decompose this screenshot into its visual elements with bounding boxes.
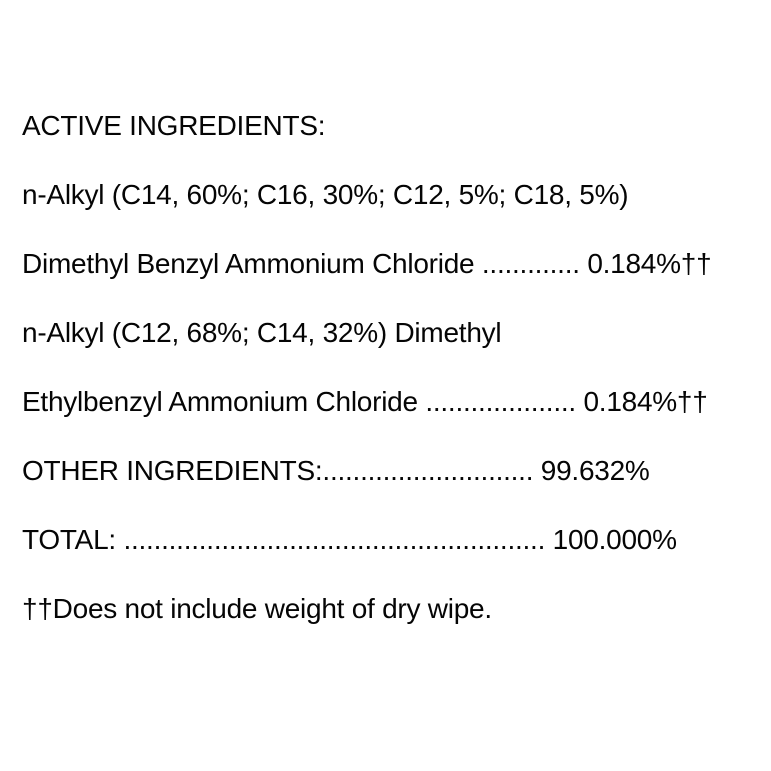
total-line: TOTAL: .................................… — [22, 505, 763, 574]
ingredient-2-value-line: Ethylbenzyl Ammonium Chloride ..........… — [22, 367, 763, 436]
ingredient-1-leader-dots: ............. — [474, 248, 588, 279]
ingredient-1-value-line: Dimethyl Benzyl Ammonium Chloride ......… — [22, 229, 763, 298]
other-ingredients-leader-dots: ............................ — [322, 455, 541, 486]
ingredient-2-leader-dots: .................... — [417, 386, 584, 417]
ingredient-1-name-line-2: Dimethyl Benzyl Ammonium Chloride — [22, 248, 475, 279]
ingredient-1-name-line-1: n-Alkyl (C14, 60%; C16, 30%; C12, 5%; C1… — [22, 179, 629, 210]
other-ingredients-line: OTHER INGREDIENTS:......................… — [22, 436, 763, 505]
ingredient-2-name-line-1: n-Alkyl (C12, 68%; C14, 32%) Dimethyl — [22, 317, 502, 348]
total-label: TOTAL: — [22, 524, 116, 555]
ingredient-2-value: 0.184%†† — [583, 386, 708, 417]
other-ingredients-value: 99.632% — [540, 455, 650, 486]
other-ingredients-label: OTHER INGREDIENTS: — [22, 455, 323, 486]
footnote: ††Does not include weight of dry wipe. — [22, 593, 492, 624]
active-ingredients-heading: ACTIVE INGREDIENTS: — [22, 110, 326, 141]
ingredient-1-value: 0.184%†† — [587, 248, 712, 279]
total-leader-dots: ........................................… — [115, 524, 553, 555]
ingredient-2-name-line-2: Ethylbenzyl Ammonium Chloride — [22, 386, 418, 417]
total-value: 100.000% — [552, 524, 677, 555]
